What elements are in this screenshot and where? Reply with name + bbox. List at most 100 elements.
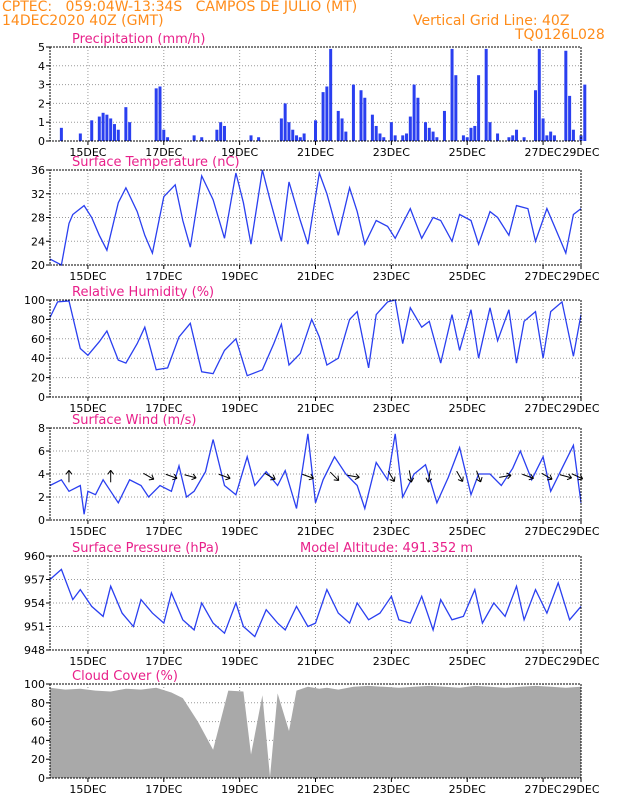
precip-bar — [321, 92, 325, 141]
precip-bar — [473, 125, 477, 141]
precip-bar — [545, 135, 549, 141]
y-tick-label: 60 — [31, 716, 45, 729]
y-tick-label: 20 — [31, 753, 45, 766]
precip-bar — [158, 86, 162, 141]
panel-frame — [49, 683, 582, 779]
wind-arrow-head — [333, 475, 340, 482]
x-tick-label: 27DEC — [525, 270, 562, 283]
x-tick-label: 27DEC — [525, 783, 562, 796]
wind-arrow-head — [270, 474, 276, 481]
wind-vector-arrow — [499, 472, 512, 480]
precip-bar — [461, 135, 465, 141]
wind-vector-arrow — [559, 473, 573, 481]
x-tick-label: 17DEC — [145, 655, 182, 668]
precip-bar — [363, 97, 367, 141]
precip-bar — [488, 122, 492, 141]
precip-bar — [541, 118, 545, 141]
precip-bar — [442, 110, 446, 141]
y-tick-label: 954 — [24, 597, 45, 610]
precip-bar — [192, 135, 196, 141]
precip-bar — [90, 120, 94, 141]
precip-bar — [116, 129, 120, 141]
precip-bar — [124, 107, 128, 141]
y-tick-label: 2 — [38, 491, 45, 504]
precip-bar — [298, 137, 302, 141]
precip-bar — [431, 131, 435, 141]
panel-frame — [49, 299, 582, 398]
wind-arrow-shaft — [264, 472, 276, 480]
pressure-panel: 948 951 954 957 960 15DEC 17DEC 19DEC 21DEC 23DEC… — [24, 541, 600, 668]
precip-bar — [515, 129, 519, 141]
wind-vector-arrow — [107, 469, 115, 483]
wind-arrow-shaft — [387, 470, 395, 482]
y-tick-label: 8 — [38, 422, 45, 435]
x-tick-label: 17DEC — [145, 525, 182, 538]
wind-arrow-shaft — [143, 472, 155, 480]
x-tick-label: 21DEC — [297, 146, 334, 159]
precip-bar — [329, 48, 333, 141]
wind-arrow-head — [407, 477, 415, 483]
wind-vector-arrow — [65, 469, 73, 483]
y-tick-label: 20 — [31, 372, 45, 385]
wind-arrow-head — [65, 469, 73, 475]
y-tick-label: 951 — [24, 621, 45, 634]
x-tick-label: 21DEC — [297, 783, 334, 796]
precip-bar — [370, 114, 374, 141]
panel-title: Surface Pressure (hPa) — [72, 541, 219, 556]
precip-bar — [359, 90, 363, 141]
run-datetime: 14DEC2020 40Z (GMT) — [2, 13, 164, 29]
precip-bar — [154, 88, 158, 141]
x-tick-label: 29DEC — [562, 783, 599, 796]
precip-bar — [465, 137, 469, 141]
x-tick-label: 25DEC — [449, 525, 486, 538]
wind-arrow-shaft — [559, 474, 572, 479]
wind-arrow-shaft — [218, 473, 231, 479]
x-tick-label: 25DEC — [449, 146, 486, 159]
x-tick-label: 19DEC — [221, 402, 258, 415]
y-tick-label: 40 — [31, 734, 45, 747]
precip-bar — [109, 118, 113, 141]
wind-arrow-shaft — [522, 473, 534, 479]
temp-series-line — [49, 169, 582, 266]
precip-bar — [378, 133, 382, 141]
precip-bar — [382, 137, 386, 141]
rh-panel: 0 20 40 60 80 100 15DEC 17DEC 19DEC 21DEC 23DEC 25D… — [24, 285, 600, 415]
precip-bar — [450, 48, 454, 141]
y-tick-label: 957 — [24, 574, 45, 587]
precip-bar — [219, 122, 223, 141]
wind-arrow-shaft — [347, 474, 360, 478]
x-tick-label: 23DEC — [373, 783, 410, 796]
wind-arrow-head — [107, 469, 115, 475]
wind-arrow-head — [172, 473, 178, 481]
precip-bar — [408, 116, 412, 141]
panel-frame — [49, 46, 582, 142]
precip-bar — [583, 84, 587, 141]
precip-bar — [200, 137, 204, 141]
precip-bar — [435, 137, 439, 141]
cloud-panel: 0 20 40 60 80 100 15DEC 17DEC 19DEC 21DEC 23DEC 25D… — [24, 669, 600, 796]
wind-arrow-head — [148, 474, 155, 481]
precip-bar — [484, 48, 488, 141]
wind-arrow-shaft — [184, 474, 197, 479]
panel-title: Surface Temperature (nC) — [72, 155, 240, 170]
x-tick-label: 29DEC — [562, 402, 599, 415]
x-tick-label: 27DEC — [525, 655, 562, 668]
precip-bar — [401, 135, 405, 141]
wind-vector-arrow — [302, 473, 314, 481]
precip-bar — [105, 114, 109, 141]
wind-arrow-shaft — [541, 472, 553, 480]
wind-vector-arrow — [522, 473, 534, 481]
precip-bar — [59, 127, 63, 141]
precip-bar — [571, 129, 575, 141]
panel-frame — [49, 555, 582, 651]
precip-bar — [302, 133, 306, 141]
wind-vector-arrow — [425, 470, 433, 483]
model-code: TQ0126L028 — [515, 27, 605, 43]
precip-bar — [427, 127, 431, 141]
precip-bar — [112, 124, 116, 141]
pressure-series-line — [49, 568, 582, 638]
wind-arrow-head — [566, 473, 573, 481]
precip-bar — [537, 48, 541, 141]
wind-vector-arrow — [541, 472, 553, 481]
